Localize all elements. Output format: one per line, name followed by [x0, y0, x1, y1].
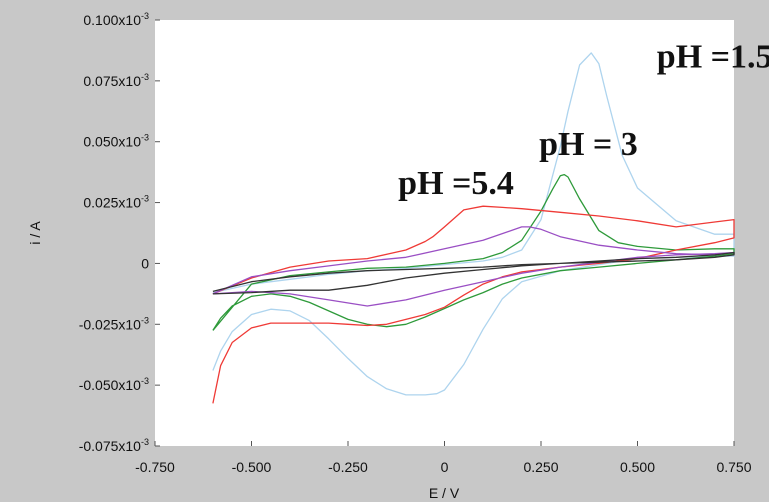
annotation-layer: pH =1.5 pH = 3 pH =5.4 [398, 38, 769, 202]
y-tick-label: 0.075x10-3 [83, 72, 149, 89]
series-line-2 [212, 205, 735, 404]
y-tick-label: -0.025x10-3 [79, 315, 149, 332]
tick-layer: -0.750 -0.500 -0.250 0 0.250 0.500 0.750 0.100x… [79, 11, 752, 475]
series-layer [212, 52, 735, 404]
y-axis-title: i / A [27, 221, 43, 245]
x-tick-label: 0.250 [523, 459, 558, 475]
plot-area [155, 20, 734, 446]
x-tick-label: -0.250 [328, 459, 368, 475]
annotation-label: pH = 3 [539, 126, 638, 163]
y-tick-label: -0.075x10-3 [79, 437, 149, 454]
x-tick-label: -0.500 [232, 459, 272, 475]
series-line-4 [212, 251, 735, 295]
y-tick-label: 0.050x10-3 [83, 133, 149, 150]
x-tick-label: 0 [441, 459, 449, 475]
y-tick-label: 0.100x10-3 [83, 11, 149, 28]
x-tick-label: 0.750 [716, 459, 751, 475]
annotation-label: pH =5.4 [398, 165, 514, 202]
y-tick-label: 0.025x10-3 [83, 194, 149, 211]
y-tick-label: 0 [141, 255, 149, 271]
x-axis-title: E / V [429, 485, 460, 501]
x-tick-label: -0.750 [135, 459, 175, 475]
x-tick-label: 0.500 [620, 459, 655, 475]
series-line-1 [212, 173, 735, 331]
annotation-label: pH =1.5 [657, 38, 769, 75]
y-tick-label: -0.050x10-3 [79, 376, 149, 393]
